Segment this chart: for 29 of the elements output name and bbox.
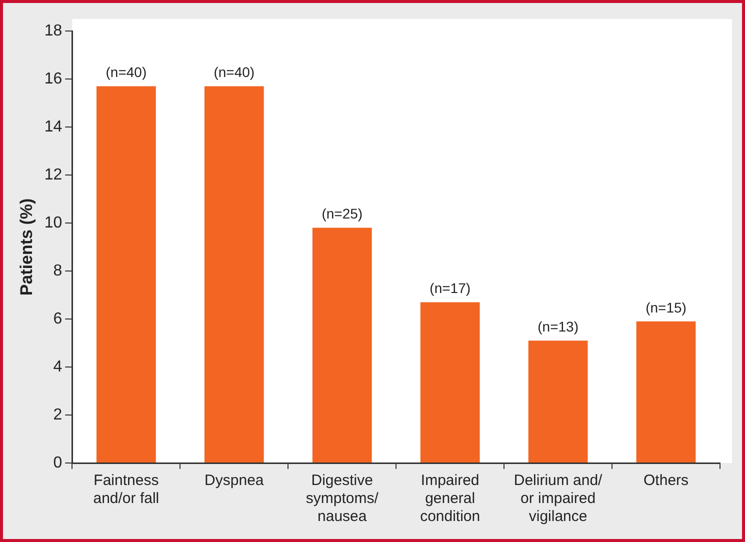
x-tick-label: Impaired general condition <box>420 472 480 526</box>
y-tick-label: 6 <box>53 310 62 328</box>
bar <box>204 86 264 462</box>
x-tick-label: Faintness and/or fall <box>93 472 160 508</box>
bar <box>312 228 372 462</box>
x-tick-label: Others <box>644 472 689 490</box>
bar <box>420 302 480 462</box>
y-tick-label: 16 <box>44 70 62 88</box>
y-tick-label: 0 <box>53 454 62 472</box>
y-tick-label: 10 <box>44 214 62 232</box>
bar <box>636 321 696 462</box>
y-tick-label: 14 <box>44 118 62 136</box>
y-tick-label: 4 <box>53 358 62 376</box>
annotation: (n=15) <box>646 299 686 316</box>
annotation: (n=25) <box>322 206 363 222</box>
y-tick-label: 8 <box>53 262 62 280</box>
y-tick-label: 2 <box>53 406 62 424</box>
y-tick-label: 18 <box>44 22 62 40</box>
annotation: (n=40) <box>106 64 147 80</box>
bar <box>528 340 588 462</box>
annotation: (n=17) <box>430 280 471 296</box>
x-tick-label: Digestive symptoms/ nausea <box>306 472 380 526</box>
y-axis-title: Patients (%) <box>16 198 36 296</box>
bar <box>96 86 156 462</box>
y-tick-label: 12 <box>44 166 62 184</box>
annotation: (n=13) <box>538 318 578 334</box>
x-tick-label: Dyspnea <box>204 472 264 490</box>
annotation: (n=40) <box>214 64 255 80</box>
x-tick-label: Delirium and/ or impaired vigilance <box>514 472 604 526</box>
